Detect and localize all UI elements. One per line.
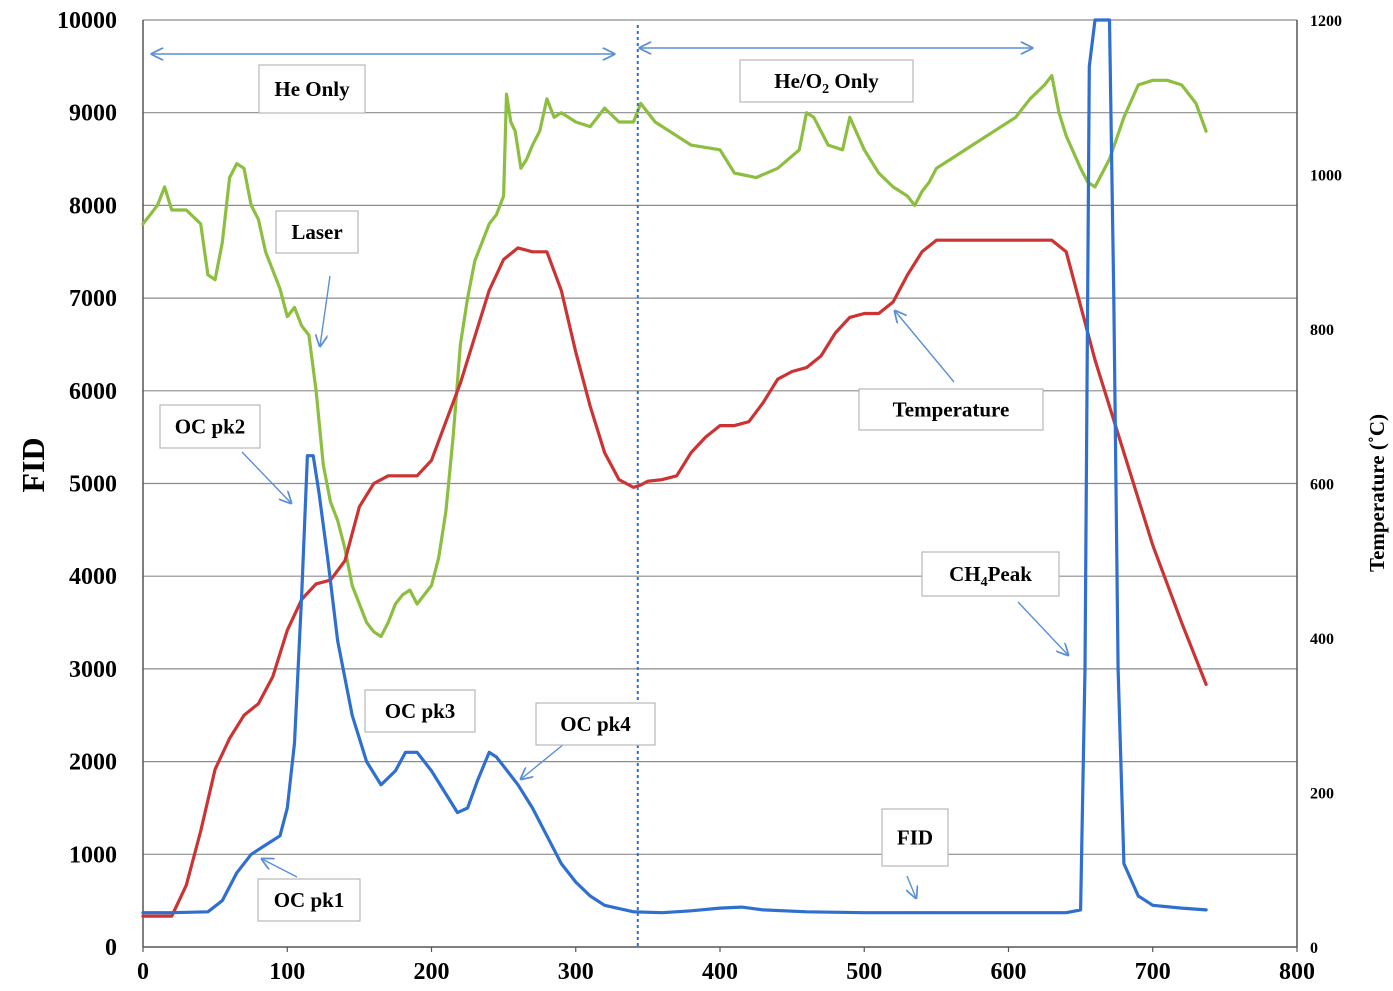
y2-tick-label: 1000 <box>1310 168 1342 185</box>
note-he-o2-only: He/O2 Only <box>739 59 914 103</box>
y-tick-label: 5000 <box>69 472 117 498</box>
oc-pk4-arrow <box>521 743 565 779</box>
y-tick-label: 2000 <box>69 750 117 776</box>
temperature-arrow <box>895 311 955 383</box>
x-tick-label: 700 <box>1135 959 1171 985</box>
x-tick-label: 300 <box>558 959 594 985</box>
y-tick-label: 1000 <box>69 842 117 868</box>
y2-tick-label: 1200 <box>1310 13 1342 30</box>
note-fid: FID <box>881 808 949 867</box>
y2-tick-label: 600 <box>1310 477 1334 494</box>
note-label: OC pk2 <box>175 415 246 439</box>
note-box <box>921 551 1060 597</box>
note-box <box>275 210 359 254</box>
note-label: OC pk1 <box>274 888 345 912</box>
x-tick-label: 400 <box>702 959 738 985</box>
x-tick-label: 100 <box>269 959 305 985</box>
note-label: OC pk3 <box>385 699 456 723</box>
series-lines <box>141 18 1208 918</box>
note-label: FID <box>897 826 933 850</box>
note-box <box>881 808 949 867</box>
note-label: CH4Peak <box>949 562 1032 590</box>
oc-pk2-arrow <box>241 451 291 503</box>
laser-arrow <box>320 275 331 346</box>
note-oc-pk2: OC pk2 <box>159 404 261 449</box>
annotation-arrows <box>152 48 1068 898</box>
note-temperature: Temperature <box>858 388 1044 431</box>
gridlines <box>143 19 1297 855</box>
note-oc-pk1: OC pk1 <box>257 878 361 922</box>
y-tick-label: 0 <box>105 935 117 961</box>
y-tick-label: 7000 <box>69 286 117 312</box>
tick-labels: 0 100 200 300 400 500 600 700 800010002000300040… <box>57 8 1342 985</box>
note-label: Temperature <box>893 398 1010 422</box>
x-tick-label: 200 <box>414 959 450 985</box>
note-box <box>159 404 261 449</box>
series-line-temperature <box>141 238 1208 918</box>
note-oc-pk3: OC pk3 <box>364 689 476 733</box>
note-label: OC pk4 <box>560 712 631 736</box>
y-tick-label: 10000 <box>57 8 117 34</box>
y2-axis-title: Temperature (˚C) <box>1365 414 1389 572</box>
ch4-peak-arrow <box>1017 601 1068 655</box>
y-axis-title: FID <box>15 437 51 492</box>
note-label: Laser <box>291 220 342 244</box>
note-oc-pk4: OC pk4 <box>535 702 656 746</box>
y2-tick-label: 0 <box>1310 940 1318 957</box>
note-label: He Only <box>274 77 350 101</box>
series-line-laser <box>141 73 1208 639</box>
note-box <box>258 64 366 114</box>
y2-tick-label: 200 <box>1310 786 1334 803</box>
note-laser: Laser <box>275 210 359 254</box>
series-line-fid <box>141 18 1208 915</box>
x-tick-label: 0 <box>137 959 149 985</box>
y-tick-label: 4000 <box>69 564 117 590</box>
y-tick-label: 8000 <box>69 193 117 219</box>
oc-pk1-arrow <box>262 859 298 878</box>
y2-tick-label: 400 <box>1310 631 1334 648</box>
y2-tick-label: 800 <box>1310 322 1334 339</box>
note-ch4-peak: CH4Peak <box>921 551 1060 597</box>
note-label: He/O2 Only <box>774 69 879 97</box>
note-box <box>364 689 476 733</box>
annotation-boxes: He Only He/O2 Only Laser Temperature OC pk2 O… <box>159 59 1060 922</box>
x-tick-label: 800 <box>1279 959 1315 985</box>
note-he-only: He Only <box>258 64 366 114</box>
note-box <box>858 388 1044 431</box>
y-tick-label: 6000 <box>69 379 117 405</box>
note-box <box>535 702 656 746</box>
note-box <box>257 878 361 922</box>
y-tick-label: 3000 <box>69 657 117 683</box>
fid-arrow <box>907 875 916 898</box>
y-tick-label: 9000 <box>69 101 117 127</box>
note-box <box>739 59 914 103</box>
x-tick-label: 600 <box>991 959 1027 985</box>
x-tick-label: 500 <box>846 959 882 985</box>
